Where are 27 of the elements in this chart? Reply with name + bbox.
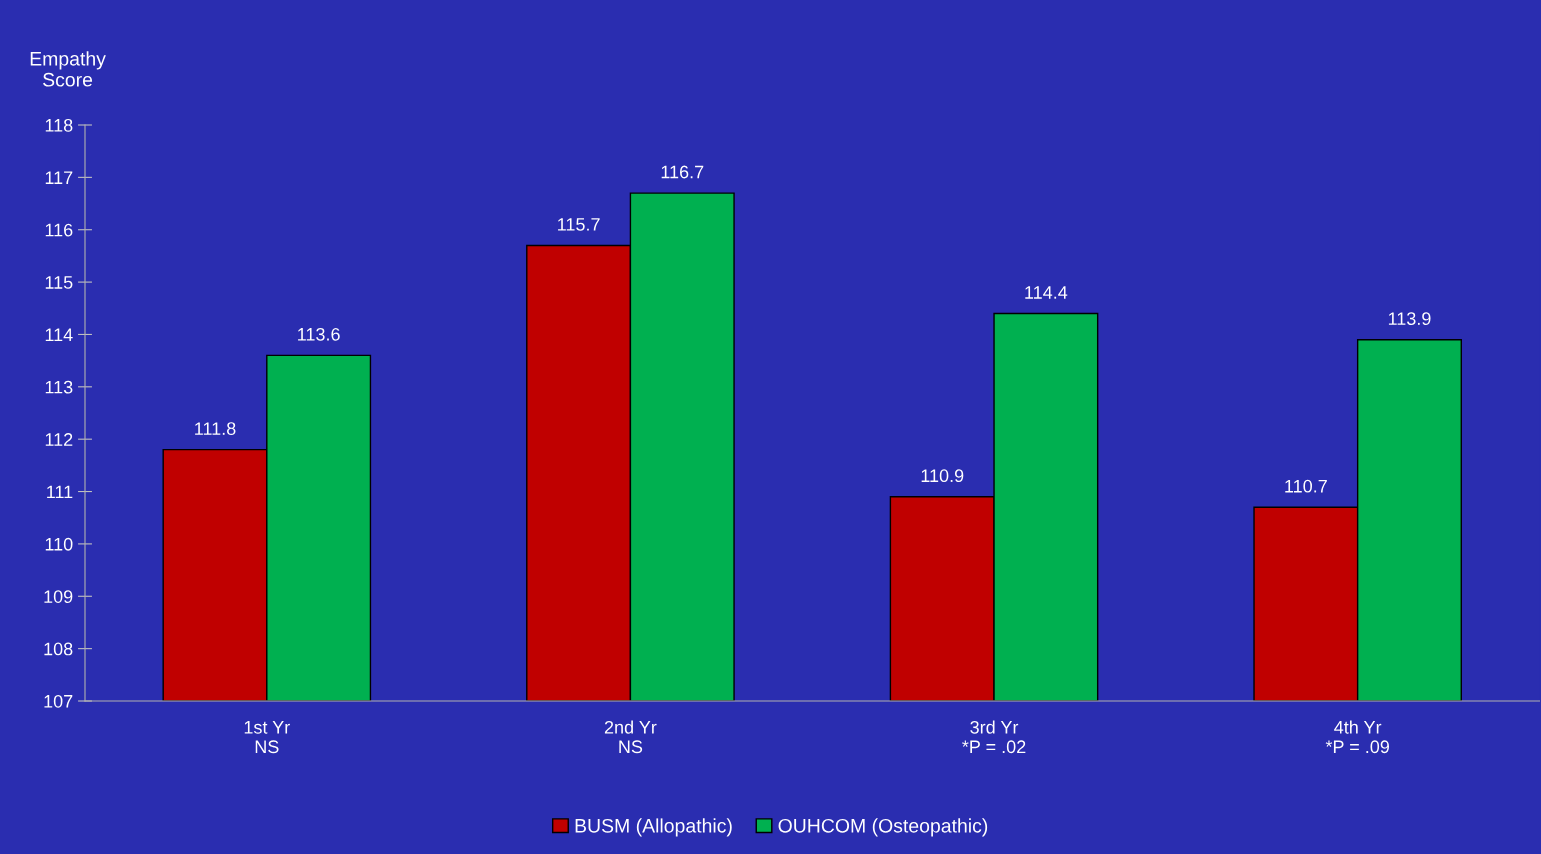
data-label: 115.7	[558, 218, 600, 231]
data-label: 114.4	[1025, 286, 1068, 299]
y-tick-label: 108	[44, 642, 73, 656]
data-label: 113.9	[1388, 312, 1431, 326]
y-tick-label: 118	[45, 118, 73, 132]
y-tick-label: 110	[45, 537, 73, 551]
data-label: 113.6	[298, 327, 340, 341]
legend-label: OUHCOM (Osteopathic)	[778, 818, 988, 837]
data-label: 110.9	[921, 469, 964, 483]
y-axis-title: Empathy Score	[30, 51, 106, 87]
x-tick-label: 3rd Yr *P = .02	[962, 720, 1026, 754]
y-tick-label: 116	[45, 223, 73, 237]
y-tick-label: 107	[44, 694, 73, 708]
data-label: 110.7	[1285, 479, 1327, 493]
x-tick-label: 2nd Yr NS	[604, 720, 657, 754]
y-tick-label: 109	[44, 590, 73, 603]
data-label: 111.8	[195, 422, 236, 435]
y-tick-label: 115	[45, 276, 73, 289]
legend-label: BUSM (Allopathic)	[575, 818, 732, 837]
y-tick-label: 113	[45, 380, 73, 394]
y-tick-label: 114	[45, 328, 73, 341]
y-tick-label: 117	[45, 171, 73, 184]
x-tick-label: 1st Yr NS	[244, 721, 290, 754]
x-tick-label: 4th Yr *P = .09	[1325, 720, 1390, 754]
y-tick-label: 112	[45, 433, 73, 446]
data-label: 116.7	[661, 165, 704, 179]
y-tick-label: 111	[47, 485, 73, 499]
